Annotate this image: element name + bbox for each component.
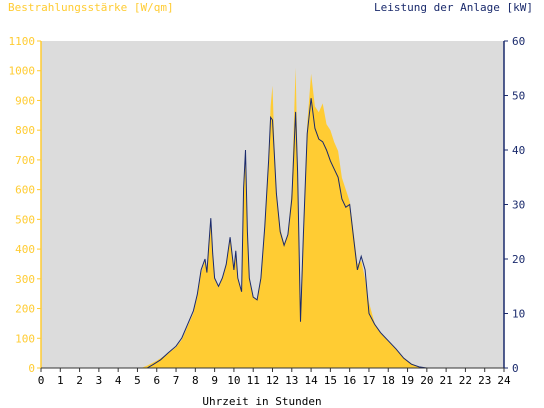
x-tick-label: 23 [478,374,491,387]
x-tick-label: 20 [420,374,433,387]
right-axis-title: Leistung der Anlage [kW] [374,1,533,14]
x-tick-label: 24 [497,374,511,387]
x-tick-label: 9 [211,374,218,387]
right-axis-ticks: 0 10 20 30 40 50 60 [504,35,525,375]
left-tick-label: 400 [15,243,35,256]
left-axis-title: Bestrahlungsstärke [W/qm] [8,1,174,14]
right-tick-label: 30 [512,199,525,212]
x-tick-label: 10 [227,374,240,387]
x-tick-label: 17 [362,374,375,387]
x-axis-label: Uhrzeit in Stunden [202,395,321,408]
x-tick-label: 15 [324,374,337,387]
left-tick-label: 100 [15,332,35,345]
left-tick-label: 1100 [9,35,36,48]
x-axis-ticks: 0 1 2 3 4 5 6 7 8 9 10 11 12 13 14 15 16 17 18 19 20 21 22 23 24 [38,368,511,387]
left-tick-label: 700 [15,154,35,167]
x-tick-label: 19 [401,374,414,387]
left-tick-label: 0 [28,362,35,375]
right-tick-label: 60 [512,35,525,48]
x-tick-label: 11 [247,374,260,387]
x-tick-label: 5 [134,374,141,387]
x-tick-label: 13 [285,374,298,387]
right-tick-label: 10 [512,308,525,321]
x-tick-label: 14 [304,374,318,387]
left-axis-ticks: 0 100 200 300 400 500 600 700 800 900 1000 1100 [9,35,41,375]
x-tick-label: 21 [440,374,453,387]
x-tick-label: 6 [153,374,160,387]
right-tick-label: 20 [512,253,525,266]
irradiance-area [41,67,504,369]
left-tick-label: 1000 [9,65,36,78]
left-tick-label: 300 [15,273,35,286]
x-tick-label: 2 [76,374,83,387]
x-tick-label: 18 [382,374,395,387]
power-line-layer [41,98,504,369]
left-tick-label: 800 [15,124,35,137]
x-tick-label: 4 [115,374,122,387]
x-tick-label: 22 [459,374,472,387]
left-tick-label: 600 [15,184,35,197]
irradiance-area-layer [41,67,504,369]
left-tick-label: 200 [15,303,35,316]
right-tick-label: 50 [512,90,525,103]
x-tick-label: 3 [96,374,103,387]
x-tick-label: 16 [343,374,356,387]
x-tick-label: 12 [266,374,279,387]
left-tick-label: 900 [15,94,35,107]
right-tick-label: 40 [512,144,525,157]
x-tick-label: 1 [57,374,64,387]
x-tick-label: 7 [173,374,180,387]
x-tick-label: 8 [192,374,199,387]
x-tick-label: 0 [38,374,45,387]
left-tick-label: 500 [15,213,35,226]
right-tick-label: 0 [512,362,519,375]
power-line [41,98,504,369]
